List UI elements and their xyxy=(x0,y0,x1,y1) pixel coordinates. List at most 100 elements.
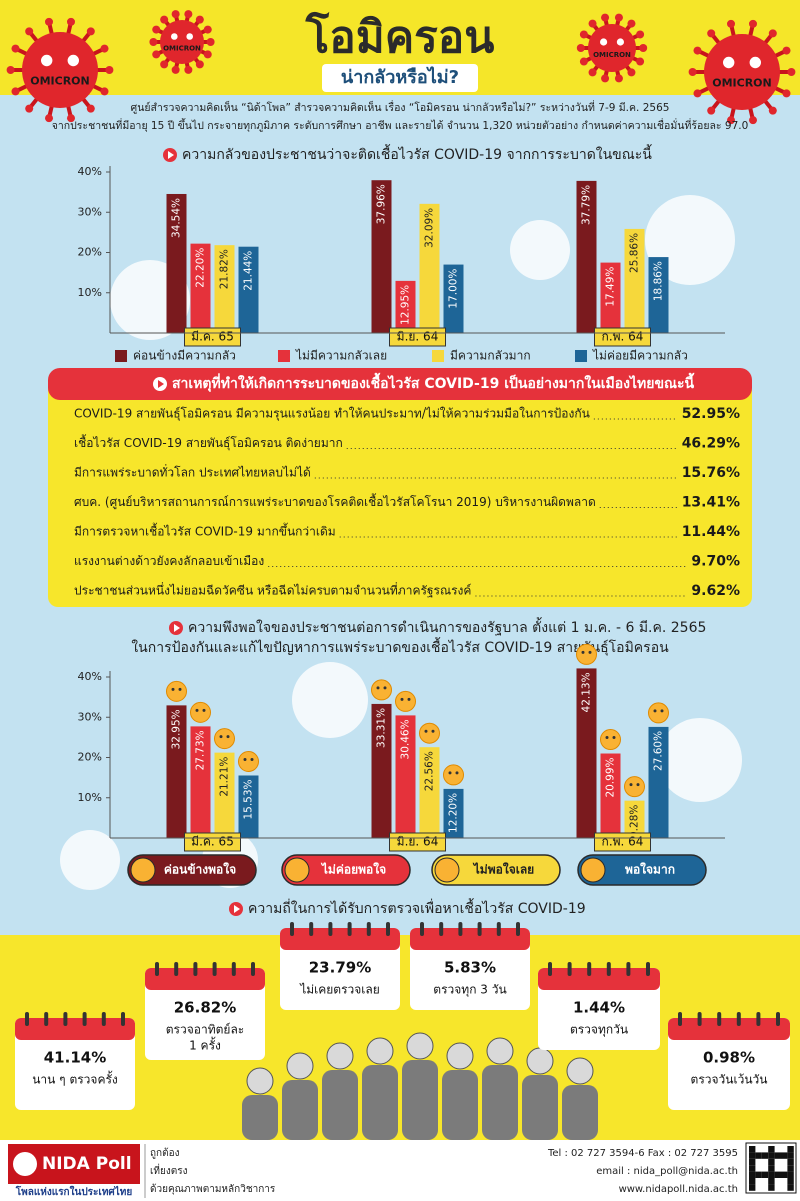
x-tick-label: ก.พ. 64 xyxy=(602,835,644,849)
calendar-ring xyxy=(212,962,217,976)
legend-emoji xyxy=(130,857,156,883)
person-head xyxy=(406,1032,434,1060)
person-head xyxy=(446,1042,474,1070)
virus-knob xyxy=(171,65,180,74)
y-tick-label: 40% xyxy=(78,670,102,683)
bar xyxy=(443,264,464,333)
emoji-eye xyxy=(612,736,616,740)
testing-value: 1.44% xyxy=(573,999,625,1017)
testing-value: 26.82% xyxy=(174,999,236,1017)
virus-eye xyxy=(723,56,735,69)
virus-knob xyxy=(66,114,75,123)
emoji xyxy=(648,702,669,724)
calendar-ring xyxy=(251,962,255,976)
calendar-ring xyxy=(121,1012,125,1026)
calendar-ring xyxy=(477,922,482,936)
person-head xyxy=(526,1047,554,1075)
value-label: 34.54% xyxy=(171,198,183,238)
reason-text: COVID-19 สายพันธุ์โอมิครอน มีความรุนแรงน… xyxy=(74,407,590,422)
virus: OMICRON xyxy=(149,10,215,74)
virus-eye xyxy=(749,56,761,69)
calendar-ring xyxy=(717,1012,722,1026)
legend-label: พอใจมาก xyxy=(625,862,675,877)
legend-pill xyxy=(127,854,257,886)
virus-knob xyxy=(636,57,645,66)
bar xyxy=(624,800,645,838)
bar xyxy=(371,703,392,838)
section-icon-arrow xyxy=(158,380,164,388)
bar xyxy=(600,262,621,333)
calendar-ring xyxy=(697,1012,702,1026)
qr-cell xyxy=(749,1178,756,1185)
emoji-eye xyxy=(178,687,182,691)
splat xyxy=(292,662,368,738)
virus: OMICRON xyxy=(688,19,796,125)
calendar-ring xyxy=(496,922,501,936)
virus-knob xyxy=(171,10,180,19)
qr-cell xyxy=(768,1178,775,1185)
testing-value: 41.14% xyxy=(44,1049,106,1067)
y-tick-label: 20% xyxy=(78,751,102,764)
virus-knob xyxy=(100,44,109,53)
reasons-title: สาเหตุที่ทำให้เกิดการระบาดของเชื้อไวรัส … xyxy=(172,372,695,392)
qr-cell xyxy=(749,1146,756,1153)
legend-label: ค่อนข้างมีความกลัว xyxy=(133,349,236,363)
testing-label: นาน ๆ ตรวจครั้ง xyxy=(32,1071,118,1087)
virus-knob xyxy=(636,30,645,39)
emoji-eye xyxy=(605,736,609,740)
legend-pill xyxy=(431,854,561,886)
legend-emoji xyxy=(434,857,460,883)
bar xyxy=(395,715,416,838)
value-label: 37.96% xyxy=(376,184,388,224)
person-head xyxy=(566,1057,594,1085)
value-label: 25.86% xyxy=(629,233,641,273)
person-body xyxy=(242,1095,278,1140)
virus-knob xyxy=(601,74,610,83)
virus-knob xyxy=(11,44,20,53)
person-body xyxy=(322,1070,358,1140)
virus-body xyxy=(22,32,98,108)
virus-knob xyxy=(627,19,636,28)
value-label: 17.49% xyxy=(605,267,617,307)
person-body xyxy=(482,1065,518,1140)
value-label: 12.95% xyxy=(400,285,412,325)
legend-label: ไม่ค่อยมีความกลัว xyxy=(592,349,688,363)
qr-cell xyxy=(787,1165,794,1172)
reason-text: ศบค. (ศูนย์บริหารสถานการณ์การแพร่ระบาดขอ… xyxy=(74,493,596,510)
qr-cell xyxy=(749,1158,756,1166)
virus: OMICRON xyxy=(576,13,648,83)
calendar-top xyxy=(15,1018,135,1040)
qr-cell xyxy=(787,1178,794,1185)
testing-label: ตรวจทุกวัน xyxy=(570,1023,628,1038)
bar xyxy=(190,243,211,333)
bar xyxy=(395,280,416,333)
emoji xyxy=(576,643,597,665)
emoji-eye xyxy=(629,783,633,787)
value-label: 15.53% xyxy=(243,779,255,819)
calendar-ring xyxy=(606,962,611,976)
legend-label: ไม่มีความกลัวเลย xyxy=(295,349,387,363)
calendar-ring xyxy=(756,1012,761,1026)
virus-knob xyxy=(627,68,636,77)
person-head xyxy=(246,1067,274,1095)
virus-knob xyxy=(203,50,212,59)
testing-value: 5.83% xyxy=(444,959,496,977)
qr-cell xyxy=(755,1152,762,1159)
bar xyxy=(166,193,187,333)
person-head xyxy=(486,1037,514,1065)
virus-body xyxy=(588,24,636,72)
calendar-ring xyxy=(548,962,552,976)
calendar-ring xyxy=(25,1012,29,1026)
x-tick-label: มี.ค. 65 xyxy=(191,835,234,849)
calendar-ring xyxy=(82,1012,87,1026)
virus-knob xyxy=(693,89,702,98)
virus-knob xyxy=(105,66,114,74)
calendar-ring xyxy=(290,922,294,936)
value-label: 12.20% xyxy=(448,793,460,833)
calendar-ring xyxy=(366,922,371,936)
y-tick-label: 40% xyxy=(78,165,102,178)
virus-knob xyxy=(579,30,588,39)
emoji-eye xyxy=(376,686,380,690)
emoji-eye xyxy=(588,650,592,654)
